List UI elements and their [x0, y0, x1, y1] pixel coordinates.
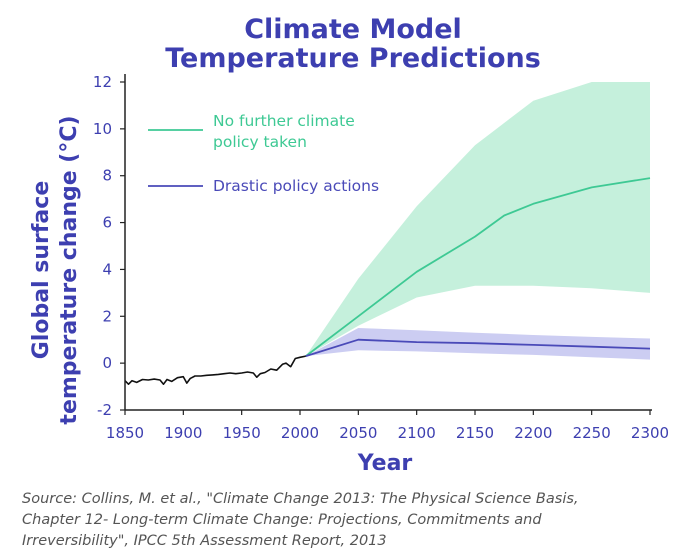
chart-title-line-2: Temperature Predictions — [165, 43, 541, 74]
y-tick-label: 2 — [102, 307, 112, 325]
x-axis-label: Year — [357, 451, 413, 476]
line-series-1 — [305, 177, 651, 357]
line-series-2 — [305, 338, 651, 357]
x-tick-label: 2200 — [514, 424, 552, 442]
x-tick-label: 2050 — [339, 424, 377, 442]
line-series-0 — [124, 355, 306, 386]
x-ticks: 1850 1900 1950 2000 2050 2100 2150 2200 2250 2300 — [106, 410, 669, 442]
y-axis-label-line-1: Global surface — [29, 181, 54, 360]
chart-title-line-1: Climate Model — [244, 14, 462, 45]
source-line-3: Irreversibility", IPCC 5th Assessment Re… — [22, 533, 387, 549]
x-tick-label: 2150 — [456, 424, 494, 442]
source-line-2: Chapter 12- Long-term Climate Change: Pr… — [22, 512, 542, 528]
series-lines — [124, 177, 651, 386]
x-tick-label: 2100 — [398, 424, 436, 442]
y-tick-label: -2 — [97, 401, 112, 419]
y-tick-label: 10 — [93, 120, 112, 138]
y-tick-label: 6 — [102, 214, 112, 232]
x-tick-label: 2300 — [631, 424, 669, 442]
x-tick-label: 1900 — [164, 424, 202, 442]
x-tick-label: 1850 — [106, 424, 144, 442]
x-tick-label: 2000 — [281, 424, 319, 442]
legend: No further climate policy taken Drastic … — [148, 112, 379, 195]
y-axis-label-line-2: temperature change (°C) — [57, 115, 82, 424]
x-tick-label: 1950 — [223, 424, 261, 442]
y-ticks: -2 0 2 4 6 8 10 12 — [93, 73, 125, 419]
legend-label-no-policy-line-1: No further climate — [213, 112, 355, 130]
y-tick-label: 8 — [102, 167, 112, 185]
legend-label-no-policy-line-2: policy taken — [213, 133, 307, 151]
source-line-1: Source: Collins, M. et al., "Climate Cha… — [22, 491, 579, 507]
y-tick-label: 12 — [93, 73, 112, 91]
y-tick-label: 0 — [102, 354, 112, 372]
legend-label-drastic-policy: Drastic policy actions — [213, 177, 379, 195]
y-tick-label: 4 — [102, 260, 112, 278]
band-series-1 — [305, 82, 650, 357]
x-tick-label: 2250 — [573, 424, 611, 442]
